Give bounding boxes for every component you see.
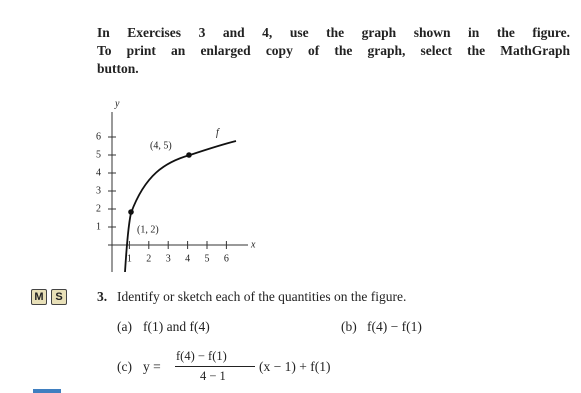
x-tick-label: 4 (185, 253, 190, 264)
instruction-line: To print an enlarged copy of the graph, … (97, 43, 570, 58)
curve (124, 140, 237, 273)
denominator: 4 − 1 (200, 369, 226, 383)
point (186, 152, 192, 158)
x-tick-label: 2 (146, 253, 151, 264)
x-tick-label: 3 (166, 253, 171, 264)
y-tick-label: 3 (96, 185, 101, 196)
curve-label: f (216, 127, 220, 138)
fraction-bar (175, 366, 255, 367)
part-text: f(1) and f(4) (143, 319, 210, 334)
part-rest: (x − 1) + f(1) (259, 359, 331, 374)
exercise-prompt: Identify or sketch each of the quantitie… (117, 289, 407, 304)
part-label: (b) (341, 319, 357, 334)
instruction-line: button. (97, 61, 139, 76)
part-text: f(4) − f(1) (367, 319, 422, 334)
button[interactable]: M (31, 289, 47, 305)
y-tick-label: 1 (96, 221, 101, 232)
figure: y x f (1, 2) (4, 5) 1 2 3 4 5 6 1 2 3 4 5 6 (96, 98, 256, 273)
decoration-bar (33, 389, 61, 393)
y-tick-label: 5 (96, 149, 101, 160)
point (128, 209, 134, 215)
button[interactable]: S (51, 289, 67, 305)
numerator: f(4) − f(1) (176, 349, 227, 363)
point-label: (4, 5) (150, 140, 172, 151)
part-label: (a) (117, 319, 132, 334)
part-label: (c) (117, 359, 132, 374)
exercise-number: 3. (97, 289, 108, 304)
y-axis-label: y (114, 98, 120, 109)
x-tick-label: 5 (205, 253, 210, 264)
part-lhs: y = (143, 359, 161, 374)
y-tick-label: 2 (96, 203, 101, 214)
y-tick-label: 4 (96, 167, 101, 178)
y-tick-label: 6 (96, 131, 101, 142)
x-axis-label: x (250, 239, 256, 250)
point-label: (1, 2) (137, 224, 159, 235)
x-tick-label: 1 (127, 253, 132, 264)
x-tick-label: 6 (224, 253, 229, 264)
instruction-line: In Exercises 3 and 4, use the graph show… (97, 25, 570, 40)
